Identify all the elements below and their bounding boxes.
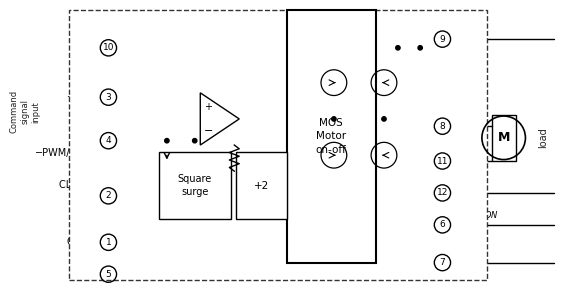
- Text: Command
signal
input: Command signal input: [10, 90, 40, 133]
- Text: $A$ Out: $A$ Out: [452, 155, 482, 167]
- Text: 6: 6: [439, 220, 445, 229]
- Text: 4: 4: [106, 136, 111, 145]
- Text: Square
surge: Square surge: [178, 174, 212, 197]
- Text: $+V_{\mathrm{s}}$: $+V_{\mathrm{s}}$: [452, 32, 474, 46]
- Text: 1: 1: [106, 238, 111, 247]
- Text: $V_{\mathrm{CC}}$: $V_{\mathrm{CC}}$: [80, 27, 98, 41]
- Text: load: load: [538, 127, 547, 148]
- Circle shape: [193, 139, 197, 143]
- Text: 9: 9: [439, 35, 445, 44]
- Text: 8: 8: [439, 122, 445, 131]
- Bar: [287, 10, 375, 263]
- Text: MOS
Motor
on-off: MOS Motor on-off: [316, 118, 347, 154]
- Circle shape: [165, 139, 169, 143]
- Bar: [237, 152, 287, 219]
- Text: CLK In: CLK In: [67, 237, 98, 247]
- Text: −PWM/RAMP: −PWM/RAMP: [35, 148, 98, 158]
- Bar: [492, 115, 516, 161]
- Text: $B$ Out: $B$ Out: [452, 109, 482, 121]
- Bar: [70, 10, 487, 280]
- Text: 7: 7: [439, 258, 445, 267]
- Text: +2: +2: [254, 181, 269, 191]
- Text: CLK Out: CLK Out: [59, 180, 98, 190]
- Text: +PWM: +PWM: [66, 92, 98, 102]
- Text: M: M: [497, 131, 510, 144]
- Text: GND: GND: [76, 269, 98, 279]
- Circle shape: [396, 46, 400, 50]
- Text: 2: 2: [106, 191, 111, 200]
- Text: $I_{\mathrm{limit}}$/SHDN: $I_{\mathrm{limit}}$/SHDN: [454, 209, 498, 222]
- Text: 11: 11: [437, 156, 448, 166]
- Text: $I_{\mathrm{sense}}\ A$: $I_{\mathrm{sense}}\ A$: [454, 178, 485, 190]
- Text: 5: 5: [106, 270, 111, 279]
- Text: 12: 12: [437, 188, 448, 197]
- Text: 10: 10: [103, 43, 114, 52]
- Text: $I_{\mathrm{sense}}\ B$: $I_{\mathrm{sense}}\ B$: [454, 247, 486, 260]
- Bar: [158, 152, 231, 219]
- Circle shape: [332, 117, 336, 121]
- Text: +: +: [204, 102, 212, 112]
- Text: −: −: [203, 126, 213, 136]
- Circle shape: [382, 117, 386, 121]
- Text: 3: 3: [106, 93, 111, 102]
- Circle shape: [418, 46, 423, 50]
